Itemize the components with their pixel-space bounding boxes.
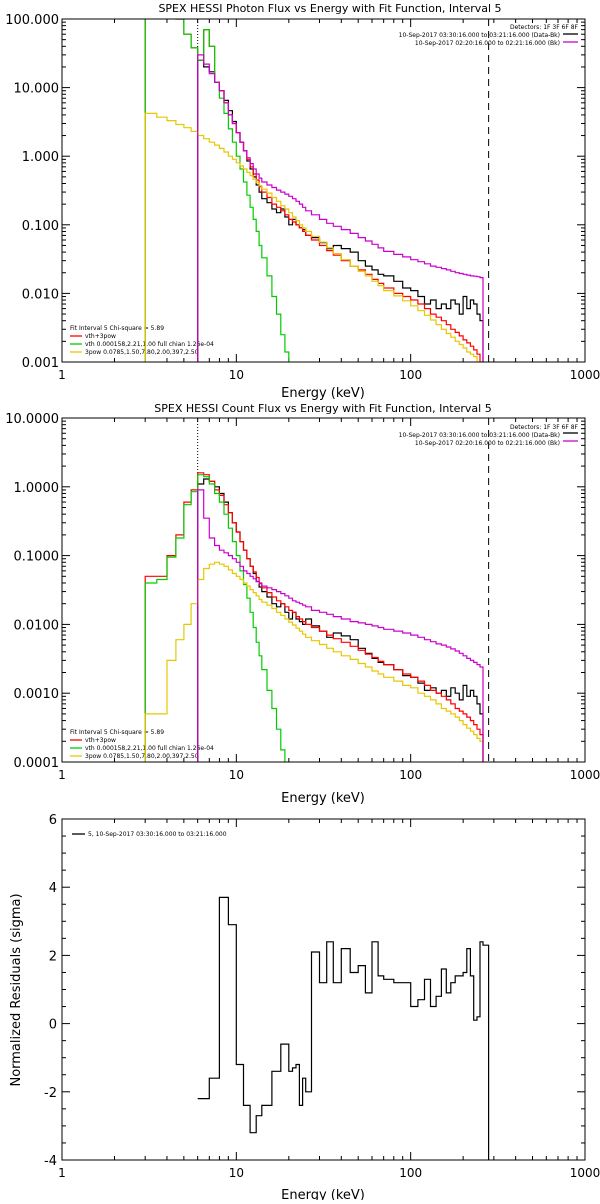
y-tick-label: 6 [49,813,57,828]
legend-detectors: Detectors: 1F 3F 6F 8F [510,24,579,31]
panel-title: SPEX HESSI Count Flux vs Energy with Fit… [154,402,491,415]
legend-fit-interval: Fit Interval 5 Chi-square = 5.89 [70,325,164,332]
x-tick-label: 1 [58,1166,66,1180]
x-axis-label: Energy (keV) [281,1188,365,1200]
legend-vth: vth 0.000158,2.21,1.00 full chian 1.26e-… [85,341,214,348]
plot-frame [61,417,586,763]
legend-fit-interval: Fit Interval 5 Chi-square = 5.89 [70,729,164,736]
y-tick-label: 1.0000 [14,481,60,496]
y-tick-label: 1.000 [22,150,59,165]
legend-bottom-left: Fit Interval 5 Chi-square = 5.89 vth+3po… [70,325,214,356]
photon-flux-panel: SPEX HESSI Photon Flux vs Energy with Fi… [5,2,600,401]
x-tick-label: 100 [399,1166,422,1180]
y-tick-label: 10.0000 [5,412,59,427]
y-tick-label: 0.0100 [14,618,60,633]
plot-frame [61,818,586,1161]
x-tick-label: 1 [58,768,66,782]
legend-detectors: Detectors: 1F 3F 6F 8F [510,424,579,431]
series-group [144,19,484,362]
plot-frame [61,18,586,363]
series-vth-3pow [144,472,484,762]
legend-3pow: 3pow 0.0785,1.50,7.80,2.00,397,2.50 [85,753,199,760]
legend-bk: 10-Sep-2017 02:20:16.000 to 02:21:16.000… [415,40,560,47]
series-5-10-sep-2017-03-30-16-000-to-03-21-16-000 [197,896,490,1160]
legend-data-bk: 10-Sep-2017 03:30:16.000 to 03:21:16.000… [399,32,560,39]
y-tick-label: 4 [49,881,57,896]
series-bk [197,54,484,362]
legend-top-right: Detectors: 1F 3F 6F 8F 10-Sep-2017 03:30… [399,424,579,447]
count-flux-panel: SPEX HESSI Count Flux vs Energy with Fit… [5,402,600,806]
x-tick-label: 10 [229,768,244,782]
legend-bk: 10-Sep-2017 02:20:16.000 to 02:21:16.000… [415,440,560,447]
series-3pow [144,112,481,362]
x-tick-label: 1 [58,368,66,382]
residuals-panel: Energy (keV) Normalized Residuals (sigma… [9,813,600,1203]
y-tick-label: -4 [44,1154,57,1169]
x-tick-label: 100 [399,368,422,382]
y-tick-label: 0.001 [22,356,59,371]
y-tick-label: 2 [49,949,57,964]
legend: 5, 10-Sep-2017 03:30:16.000 to 03:21:16.… [88,831,227,838]
series-bk [197,489,484,762]
y-tick-label: 0 [49,1018,57,1033]
series-vth-3pow [144,19,484,362]
x-tick-label: 10 [229,1166,244,1180]
legend-top-right: Detectors: 1F 3F 6F 8F 10-Sep-2017 03:30… [399,24,579,47]
legend-vth-3pow: vth+3pow [85,737,116,744]
series-3pow [144,561,484,762]
x-axis-label: Energy (keV) [281,791,365,806]
series-vth [144,19,290,362]
x-tick-label: 1000 [570,1166,600,1180]
y-tick-label: 0.0001 [14,756,60,771]
panel-title: SPEX HESSI Photon Flux vs Energy with Fi… [158,2,501,15]
legend-vth: vth 0.000158,2.21,1.00 full chian 1.26e-… [85,745,214,752]
y-tick-label: 0.010 [22,287,59,302]
series-group [144,472,484,762]
y-tick-label: -2 [44,1086,57,1101]
y-tick-label: 0.1000 [14,550,60,565]
legend-residual-series: 5, 10-Sep-2017 03:30:16.000 to 03:21:16.… [88,831,227,838]
x-tick-label: 1000 [570,768,600,782]
x-tick-label: 100 [399,768,422,782]
y-tick-label: 0.100 [22,219,59,234]
x-tick-label: 1000 [570,368,600,382]
series-vth [144,474,286,762]
legend-3pow: 3pow 0.0785,1.50,7.80,2.00,397,2.50 [85,349,199,356]
y-tick-label: 100.000 [5,13,59,28]
series-data-bk [197,478,484,762]
legend-data-bk: 10-Sep-2017 03:30:16.000 to 03:21:16.000… [399,432,560,439]
y-tick-label: 0.0010 [14,687,60,702]
legend-vth-3pow: vth+3pow [85,333,116,340]
x-tick-label: 10 [229,368,244,382]
x-axis-label: Energy (keV) [281,386,365,401]
y-axis-label: Normalized Residuals (sigma) [9,893,24,1086]
series-group [197,896,490,1160]
legend-bottom-left: Fit Interval 5 Chi-square = 5.89 vth+3po… [70,729,214,760]
y-tick-label: 10.000 [14,82,60,97]
